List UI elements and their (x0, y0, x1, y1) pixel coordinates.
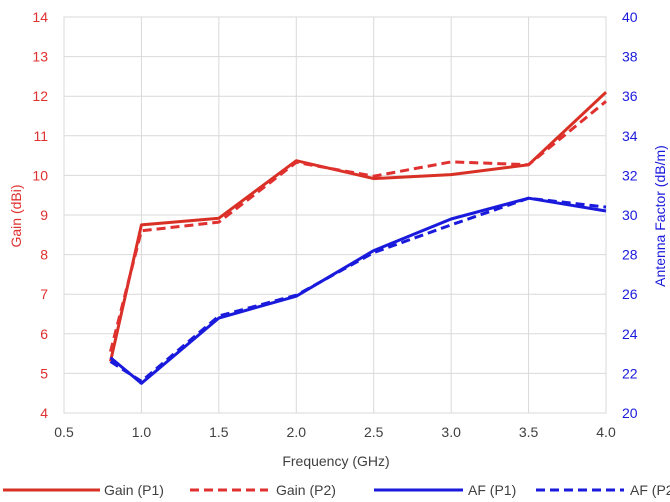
x-axis-title: Frequency (GHz) (282, 453, 389, 469)
x-tick-label: 4.0 (596, 424, 616, 440)
axes (63, 16, 607, 414)
x-tick-label: 2.0 (287, 424, 307, 440)
x-tick-label: 0.5 (54, 424, 74, 440)
gridlines (63, 16, 607, 414)
y-right-tick-label: 32 (622, 167, 638, 183)
x-tick-label: 1.5 (209, 424, 229, 440)
left-axis-title: Gain (dBi) (8, 184, 24, 247)
y-left-tick-label: 8 (40, 247, 48, 263)
y-left-tick-label: 7 (40, 286, 48, 302)
legend-label-1: Gain (P2) (276, 482, 336, 498)
series-line-2 (109, 196, 607, 385)
right-axis-title: Antenna Factor (dB/m) (652, 145, 668, 287)
y-left-tick-label: 12 (32, 88, 48, 104)
plot-border (63, 16, 607, 414)
y-left-tick-label: 6 (40, 326, 48, 342)
y-right-tick-label: 40 (622, 9, 638, 25)
y-right-tick-label: 20 (622, 405, 638, 421)
y-left-tick-label: 9 (40, 207, 48, 223)
y-left-tick-label: 14 (32, 9, 48, 25)
y-right-tick-label: 38 (622, 49, 638, 65)
y-right-tick-label: 24 (622, 326, 638, 342)
series-line-1 (109, 100, 607, 352)
y-right-tick-label: 26 (622, 286, 638, 302)
y-right-tick-label: 30 (622, 207, 638, 223)
legend-label-3: AF (P2) (630, 482, 670, 498)
y-right-tick-label: 34 (622, 128, 638, 144)
y-right-tick-label: 36 (622, 88, 638, 104)
x-tick-label: 3.5 (519, 424, 539, 440)
y-left-tick-label: 4 (40, 405, 48, 421)
x-tick-label: 2.5 (364, 424, 384, 440)
series-lines (109, 91, 608, 385)
y-right-tick-label: 28 (622, 247, 638, 263)
y-left-tick-label: 11 (33, 128, 48, 144)
x-tick-label: 3.0 (441, 424, 461, 440)
legend: Gain (P1) Gain (P2) AF (P1) AF (P2) (3, 482, 670, 498)
legend-label-2: AF (P1) (468, 482, 516, 498)
y-left-tick-label: 10 (32, 167, 48, 183)
y-left-tick-label: 5 (40, 365, 48, 381)
legend-label-0: Gain (P1) (104, 482, 164, 498)
tick-labels: 0.5 1.0 1.5 2.0 2.5 3.0 3.5 4.0 4 5 6 7 8 9 10 11 12 13 14… (32, 9, 637, 440)
y-right-tick-label: 22 (622, 365, 638, 381)
y-left-tick-label: 13 (32, 49, 48, 65)
x-tick-label: 1.0 (132, 424, 152, 440)
